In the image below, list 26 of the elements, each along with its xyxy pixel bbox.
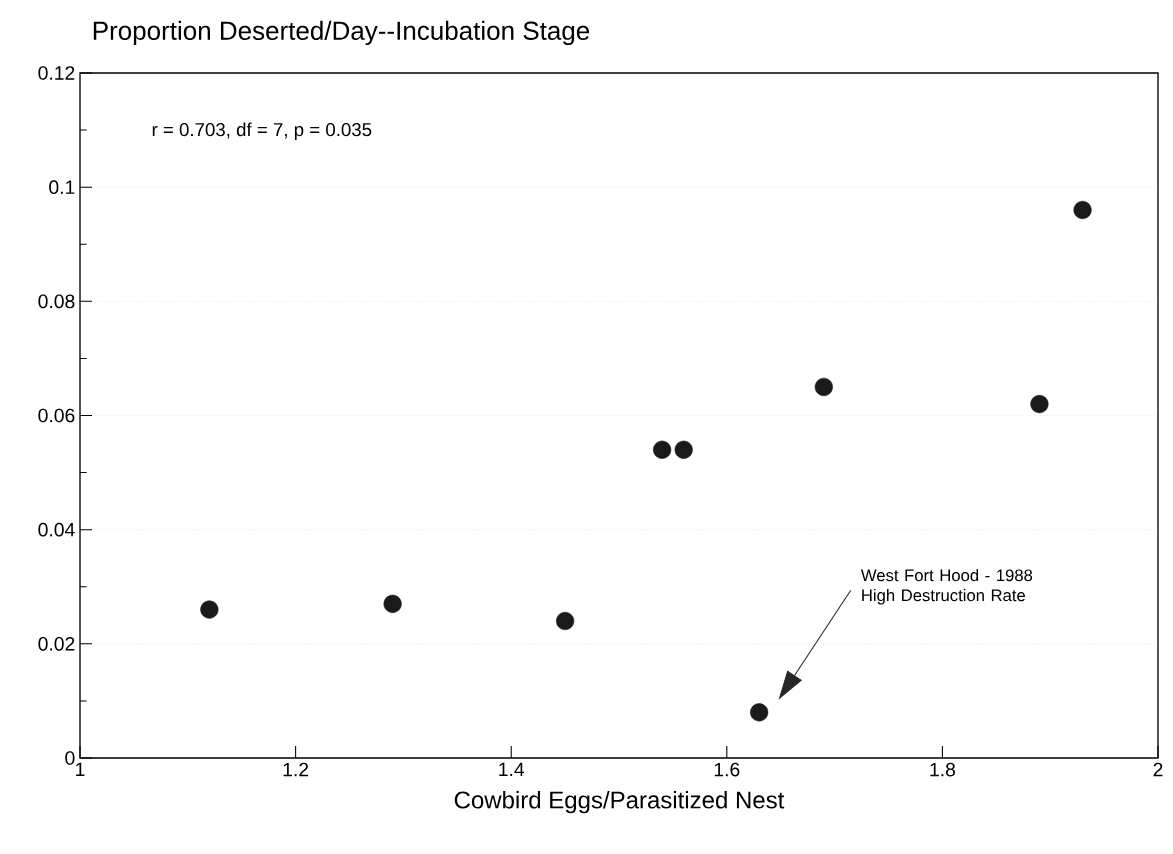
y-tick-label: 0.02: [38, 636, 75, 651]
chart-title: Proportion Deserted/Day--Incubation Stage: [93, 20, 590, 46]
point: [814, 377, 833, 397]
x-tick-label: 1.6: [714, 762, 740, 777]
y-tick-label: 0.1: [49, 180, 75, 195]
point: [383, 594, 402, 613]
y-tick-label: 0.12: [38, 66, 75, 80]
x-tick-label: 1.8: [930, 762, 956, 777]
point: [200, 600, 219, 619]
point: [750, 703, 769, 722]
point: [556, 611, 575, 631]
y-tick-label: 0.08: [38, 294, 75, 309]
annotation: West Fort Hood - 1988 High Destruction Rate: [860, 568, 1033, 605]
x-tick-label: 1.4: [499, 762, 525, 777]
x-axis-title: Cowbird Eggs/Parasitized Nest: [454, 790, 785, 814]
x-tick-label: 1: [76, 762, 85, 777]
y-tick-label: 0.04: [38, 522, 75, 537]
y-tick-label: 0.06: [38, 408, 75, 423]
point: [1030, 395, 1049, 414]
x-tick-label: 1.2: [283, 762, 309, 777]
point: [674, 440, 693, 459]
x-tick-label: 2: [1153, 762, 1163, 777]
point: [1073, 200, 1092, 220]
point: [653, 440, 672, 459]
annotation: r = 0.703, df = 7, p = 0.035: [152, 122, 372, 140]
y-tick-label: 0: [65, 751, 75, 765]
